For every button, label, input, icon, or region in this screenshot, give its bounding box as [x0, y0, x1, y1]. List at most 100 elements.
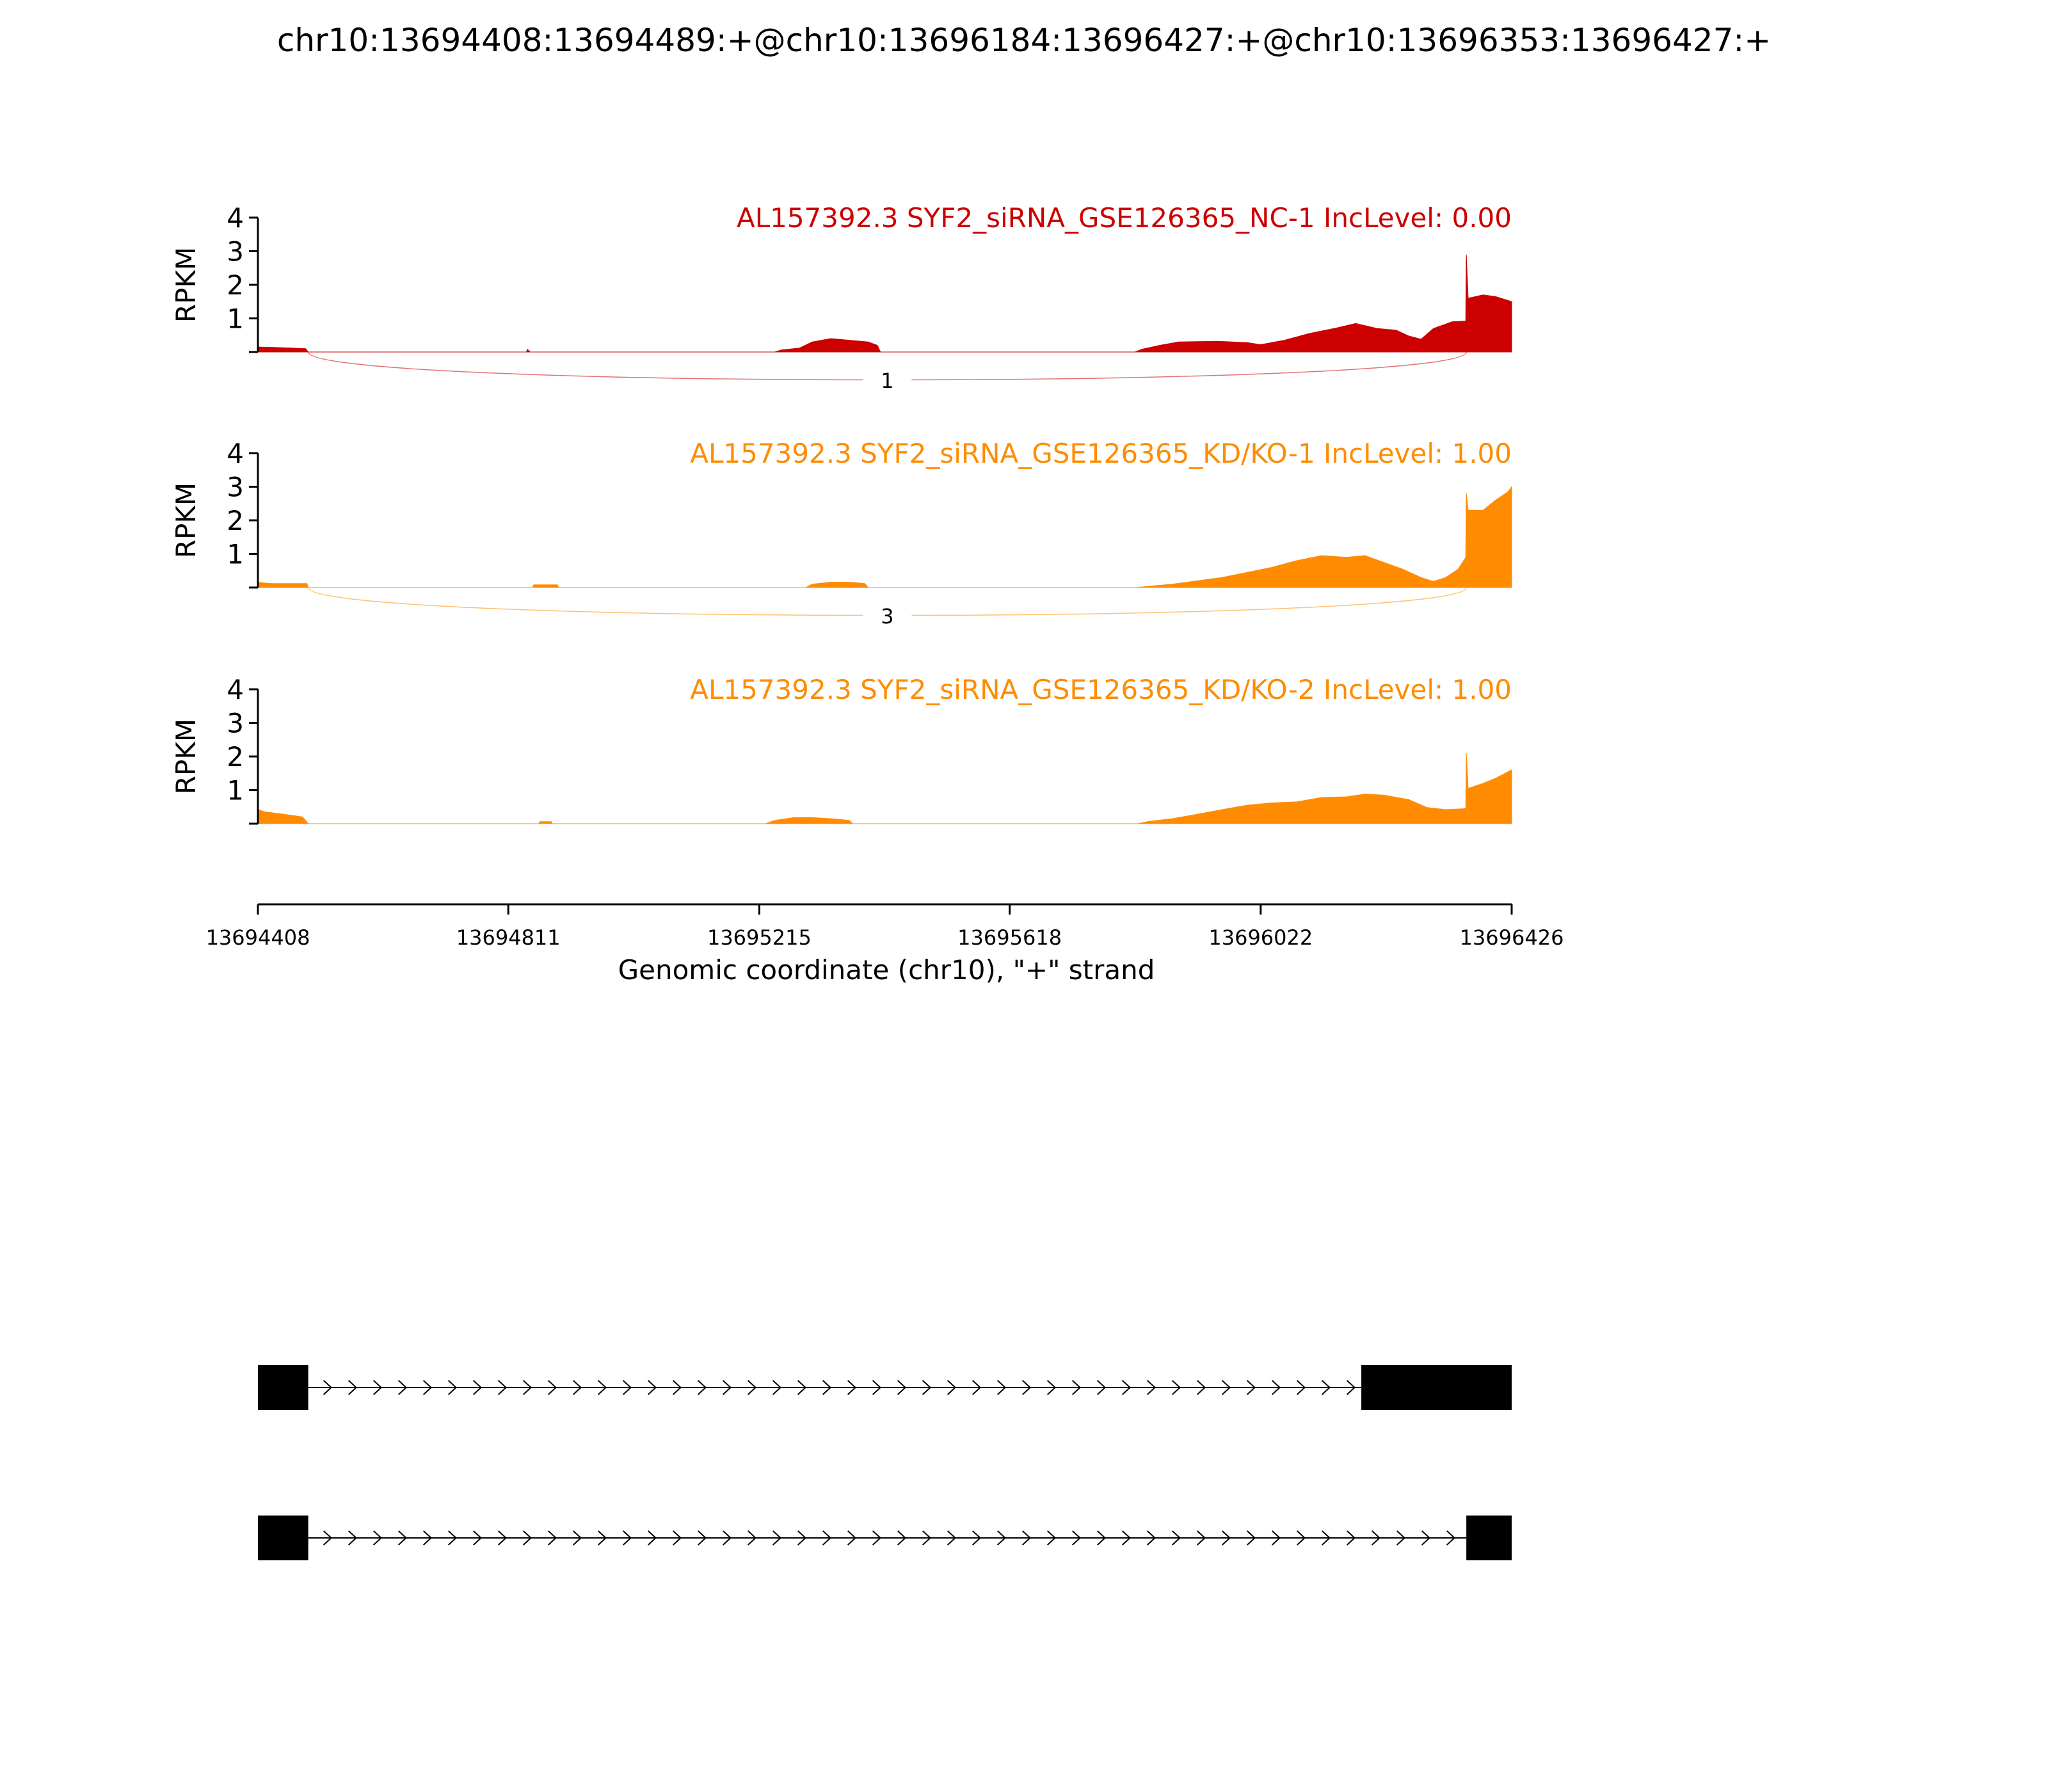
- y-axis-label: RPKM: [170, 247, 202, 323]
- strand-arrow: [797, 1380, 807, 1395]
- x-tick-label: 13696426: [1460, 925, 1564, 950]
- strand-arrow: [947, 1380, 957, 1395]
- x-tick-label: 13694408: [206, 925, 310, 950]
- strand-arrow: [1121, 1530, 1132, 1546]
- strand-arrow: [1246, 1530, 1256, 1546]
- y-tick-label: 2: [227, 505, 244, 536]
- strand-arrow: [1271, 1530, 1281, 1546]
- strand-arrow: [1071, 1380, 1082, 1395]
- strand-arrow: [1321, 1380, 1331, 1395]
- strand-arrow: [1421, 1530, 1431, 1546]
- y-axis-label: RPKM: [170, 719, 202, 794]
- isoform-structures: [258, 1365, 1512, 1560]
- y-tick-label: 1: [227, 303, 244, 335]
- coverage-area: [257, 753, 1512, 824]
- strand-arrow: [1296, 1380, 1306, 1395]
- strand-arrow: [1021, 1530, 1032, 1546]
- exon-block: [258, 1365, 308, 1410]
- y-tick-label: 3: [227, 708, 244, 739]
- strand-arrow: [597, 1530, 607, 1546]
- x-tick-label: 13695618: [957, 925, 1062, 950]
- strand-arrow: [597, 1380, 607, 1395]
- strand-arrow: [1121, 1380, 1132, 1395]
- y-tick-label: 4: [227, 202, 244, 234]
- strand-arrow: [572, 1380, 582, 1395]
- strand-arrow: [972, 1380, 982, 1395]
- junction-label-bg: [863, 371, 912, 391]
- strand-arrow: [697, 1530, 707, 1546]
- strand-arrow: [897, 1530, 907, 1546]
- y-tick-label: 1: [227, 539, 244, 570]
- strand-arrow: [996, 1530, 1007, 1546]
- y-axis-label: RPKM: [170, 483, 202, 558]
- exon-block: [1361, 1365, 1512, 1410]
- strand-arrow: [996, 1380, 1007, 1395]
- junction-count-label: 1: [881, 369, 893, 393]
- y-tick-label: 4: [227, 438, 244, 469]
- strand-arrow: [622, 1530, 632, 1546]
- exon-block: [258, 1516, 308, 1560]
- y-tick-label: 1: [227, 775, 244, 806]
- strand-arrow: [1321, 1530, 1331, 1546]
- strand-arrow: [1296, 1530, 1306, 1546]
- strand-arrow: [372, 1380, 383, 1395]
- strand-arrow: [1021, 1380, 1032, 1395]
- strand-arrow: [647, 1530, 657, 1546]
- strand-arrow: [522, 1380, 532, 1395]
- strand-arrow: [422, 1530, 433, 1546]
- strand-arrow: [747, 1380, 757, 1395]
- strand-arrow: [1346, 1380, 1356, 1395]
- strand-arrow: [547, 1380, 557, 1395]
- strand-arrow: [1046, 1380, 1057, 1395]
- coverage-area: [257, 485, 1512, 588]
- strand-arrow: [847, 1380, 857, 1395]
- strand-arrow: [323, 1380, 333, 1395]
- strand-arrow: [1071, 1530, 1082, 1546]
- strand-arrow: [348, 1380, 358, 1395]
- x-tick-label: 13694811: [456, 925, 561, 950]
- strand-arrow: [697, 1380, 707, 1395]
- strand-arrow: [647, 1380, 657, 1395]
- y-tick-label: 4: [227, 674, 244, 705]
- strand-arrow: [497, 1530, 508, 1546]
- strand-arrow: [1146, 1380, 1156, 1395]
- strand-arrow: [522, 1530, 532, 1546]
- strand-arrow: [1346, 1530, 1356, 1546]
- strand-arrow: [872, 1380, 882, 1395]
- strand-arrow: [1096, 1380, 1107, 1395]
- strand-arrow: [372, 1530, 383, 1546]
- track-label: AL157392.3 SYF2_siRNA_GSE126365_KD/KO-1 …: [690, 438, 1512, 469]
- strand-arrow: [1096, 1530, 1107, 1546]
- strand-arrow: [622, 1380, 632, 1395]
- strand-arrow: [672, 1530, 682, 1546]
- figure-title: chr10:13694408:13694489:+@chr10:13696184…: [277, 22, 1771, 59]
- y-tick-label: 3: [227, 472, 244, 503]
- strand-arrow: [1046, 1530, 1057, 1546]
- strand-arrow: [1221, 1530, 1231, 1546]
- strand-arrow: [572, 1530, 582, 1546]
- isoform-1: [258, 1365, 1512, 1410]
- strand-arrow: [847, 1530, 857, 1546]
- track-label: AL157392.3 SYF2_siRNA_GSE126365_NC-1 Inc…: [737, 202, 1512, 234]
- strand-arrow: [922, 1380, 932, 1395]
- strand-arrow: [1221, 1380, 1231, 1395]
- strand-arrow: [1371, 1530, 1381, 1546]
- strand-arrow: [397, 1530, 408, 1546]
- strand-arrow: [772, 1380, 782, 1395]
- strand-arrow: [323, 1530, 333, 1546]
- strand-arrow: [547, 1530, 557, 1546]
- strand-arrow: [1196, 1380, 1206, 1395]
- exon-block: [1466, 1516, 1512, 1560]
- x-axis-label: Genomic coordinate (chr10), "+" strand: [618, 954, 1155, 986]
- strand-arrow: [672, 1380, 682, 1395]
- strand-arrow: [1196, 1530, 1206, 1546]
- strand-arrow: [348, 1530, 358, 1546]
- strand-arrow: [822, 1530, 832, 1546]
- strand-arrow: [497, 1380, 508, 1395]
- isoform-2: [258, 1516, 1512, 1560]
- strand-arrow: [1396, 1530, 1406, 1546]
